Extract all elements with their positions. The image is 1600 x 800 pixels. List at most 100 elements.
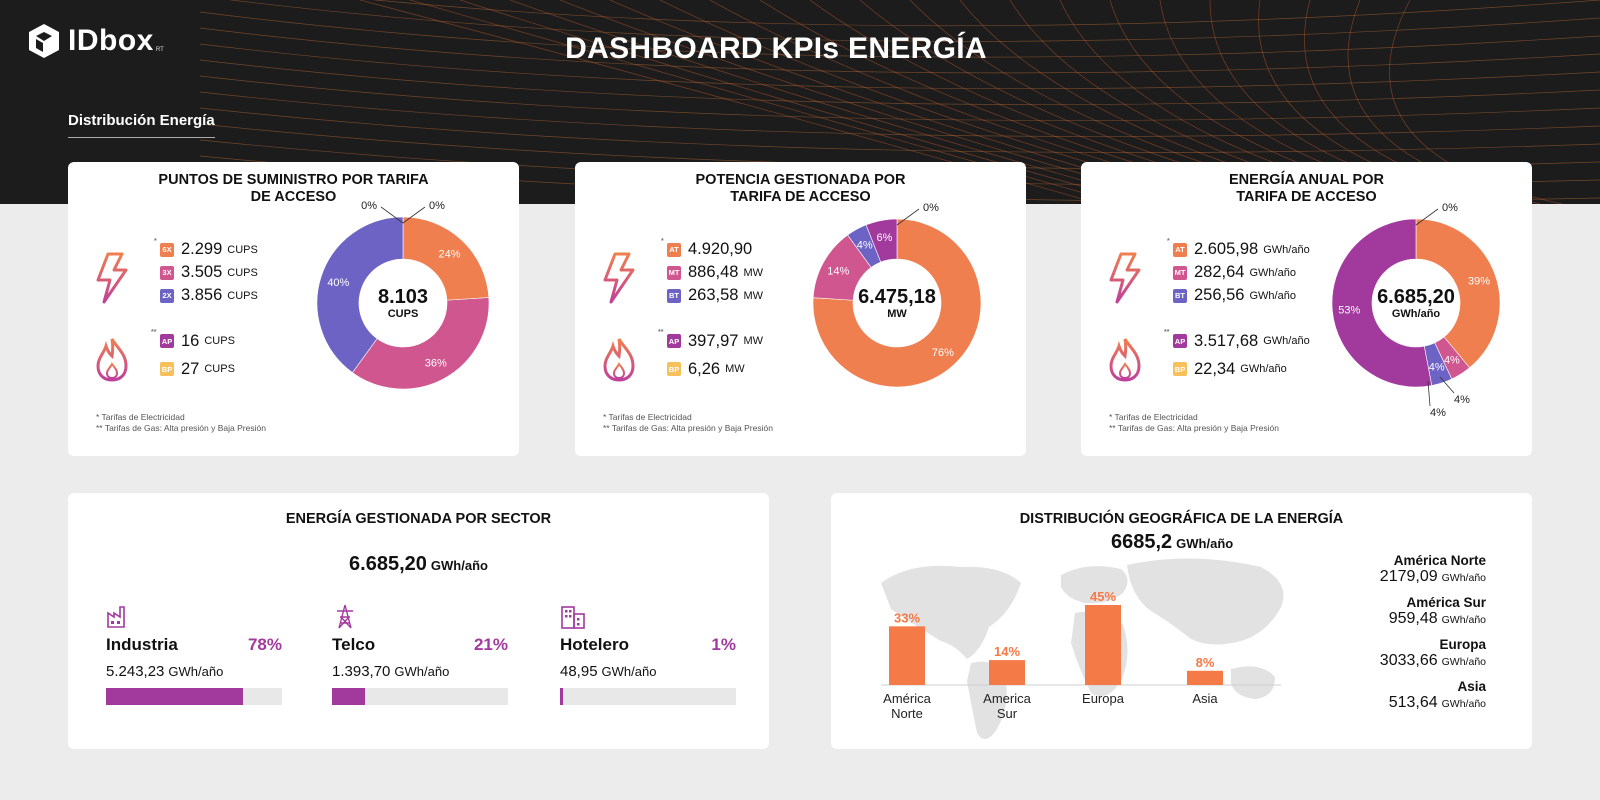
donut-slice-ap[interactable] <box>865 218 898 263</box>
tariff-row: 3X 3.505 CUPS <box>160 261 258 284</box>
donut-slice-3x[interactable] <box>352 297 490 390</box>
footnotes: * Tarifas de Electricidad ** Tarifas de G… <box>1109 412 1279 434</box>
geo-card-title: DISTRIBUCIÓN GEOGRÁFICA DE LA ENERGÍA <box>1019 511 1344 527</box>
geo-bar-1[interactable] <box>989 660 1025 685</box>
sector-progress-fill <box>106 688 244 705</box>
footnote-electricity: * Tarifas de Electricidad <box>603 412 692 422</box>
sector-name: Telco <box>332 635 376 654</box>
tariff-tag-label: AP <box>1174 336 1186 346</box>
tariff-unit: MW <box>725 363 745 375</box>
tariff-tag: 3X <box>160 265 174 280</box>
tariff-unit: CUPS <box>227 266 258 279</box>
card-title: PUNTOS DE SUMINISTRO POR TARIFA DE ACCES… <box>68 172 519 206</box>
page-title: DASHBOARD KPIs ENERGÍA <box>565 32 987 65</box>
tariff-tag: AP ** <box>1164 329 1187 348</box>
flame-icon <box>94 336 130 382</box>
tariff-unit: MW <box>743 289 764 302</box>
geo-bar-category: Asia <box>1192 691 1218 706</box>
factory-icon <box>106 603 132 629</box>
sector-telco: Telco 21% 1.393,70 GWh/año <box>332 603 508 705</box>
geo-bar-percent: 45% <box>1090 589 1116 604</box>
tariff-tag-label: AP <box>161 336 173 346</box>
tariff-unit: GWh/año <box>1263 335 1310 347</box>
slice-percent-label: 4% <box>1429 362 1445 374</box>
footnote-gas: ** Tarifas de Gas: Alta presión y Baja P… <box>96 423 266 433</box>
donut-slice-2x[interactable] <box>316 216 404 373</box>
map-landmass <box>881 565 1021 659</box>
donut-center-value: 6.685,20 <box>1377 286 1455 308</box>
geo-bar-0[interactable] <box>889 626 925 685</box>
tariff-row: 2X 3.856 CUPS <box>160 284 258 307</box>
region-name: América Sur <box>1406 595 1486 610</box>
slice-percent-label: 4% <box>1454 394 1470 406</box>
tariff-row: MT 886,48 MW <box>667 261 763 284</box>
tariff-tag: 6X * <box>154 238 174 257</box>
region-value-unit: GWh/año <box>1441 572 1486 584</box>
tariff-tag: AP ** <box>658 329 681 348</box>
sector-value-number: 48,95 <box>560 663 598 680</box>
donut-center-unit: CUPS <box>387 308 419 320</box>
tariff-unit: MW <box>743 266 764 279</box>
flame-icon <box>1107 336 1143 382</box>
tariff-row: AT * 2.605,98 GWh/año <box>1167 238 1310 261</box>
slice-percent-label: 40% <box>327 277 349 289</box>
tariff-value: 2.605,98 <box>1194 240 1259 258</box>
tariff-value: 263,58 <box>688 286 739 304</box>
tariff-value: 886,48 <box>688 263 739 281</box>
card-title-line2: DE ACCESO <box>250 189 337 205</box>
electricity-tariff-list: 6X * 2.299 CUPS 3X 3.505 CUPS 2X 3.856 CUPS <box>154 238 258 307</box>
idbox-logo[interactable]: IDbox RT <box>26 22 164 60</box>
tariff-tag-label: MT <box>1174 268 1186 277</box>
tariff-value: 2.299 <box>181 240 223 258</box>
slice-percent-label: 0% <box>1442 202 1458 214</box>
tariff-row: AT * 4.920,90 <box>661 238 763 261</box>
donut-slice-at[interactable] <box>812 218 982 388</box>
tariff-row: AP ** 3.517,68 GWh/año <box>1164 327 1310 355</box>
sector-total: 6.685,20 GWh/año <box>68 553 769 576</box>
region-name: Europa <box>1439 637 1486 652</box>
sector-progress-track <box>560 688 736 705</box>
footnote-electricity: * Tarifas de Electricidad <box>1109 412 1198 422</box>
geo-bar-3[interactable] <box>1187 670 1223 685</box>
footnotes: * Tarifas de Electricidad ** Tarifas de G… <box>96 412 266 434</box>
tariff-value: 3.517,68 <box>1194 331 1259 350</box>
tariff-tag-label: 2X <box>162 291 172 300</box>
sector-card-title: ENERGÍA GESTIONADA POR SECTOR <box>285 511 552 527</box>
gas-tariff-list: AP ** 3.517,68 GWh/año BP 22,34 GWh/año <box>1164 327 1310 383</box>
slice-percent-label: 24% <box>439 248 461 260</box>
sector-value-unit: GWh/año <box>394 664 450 679</box>
card-title-line2: TARIFA DE ACCESO <box>730 189 871 205</box>
region-value-number: 3033,66 <box>1379 652 1438 669</box>
sector-hotelero: Hotelero 1% 48,95 GWh/año <box>560 603 736 705</box>
tariff-unit: GWh/año <box>1263 243 1310 256</box>
tariff-tag-label: 3X <box>162 268 172 277</box>
tariff-unit: GWh/año <box>1240 363 1287 375</box>
donut-slice-ap[interactable] <box>1331 218 1433 388</box>
donut-center-total: 8.103 CUPS <box>353 286 453 320</box>
tariff-tag-label: BP <box>161 364 173 374</box>
region-value-unit: GWh/año <box>1441 698 1486 710</box>
tariff-value: 256,56 <box>1194 286 1245 304</box>
geo-total: 6685,2 GWh/año <box>1111 531 1233 554</box>
slice-percent-label: 4% <box>1430 407 1446 419</box>
tariff-tag: MT <box>667 265 681 280</box>
donut-slice-at[interactable] <box>1415 218 1501 369</box>
sector-value: 48,95 GWh/año <box>560 663 736 680</box>
tariff-tag: BP <box>160 362 174 376</box>
tariff-tag: 2X <box>160 288 174 303</box>
tariff-row: BT 263,58 MW <box>667 284 763 307</box>
donut-center-unit: GWh/año <box>1391 308 1441 320</box>
card-title: POTENCIA GESTIONADA POR TARIFA DE ACCESO <box>575 172 1026 206</box>
region-value: 959,48 GWh/año <box>1389 610 1486 627</box>
tab-distribucion-energia[interactable]: Distribución Energía <box>68 112 215 138</box>
donut-center-total: 6.475,18 MW <box>847 286 947 320</box>
tariff-value: 3.505 <box>181 263 223 281</box>
region-item: América Sur 959,48 GWh/año <box>1380 595 1486 628</box>
geo-bar-2[interactable] <box>1085 605 1121 685</box>
region-item: Asia 513,64 GWh/año <box>1380 679 1486 712</box>
lightning-icon <box>599 250 639 306</box>
sector-progress-track <box>332 688 508 705</box>
tariff-unit: GWh/año <box>1249 289 1296 302</box>
tariff-tag-label: MT <box>668 268 680 277</box>
